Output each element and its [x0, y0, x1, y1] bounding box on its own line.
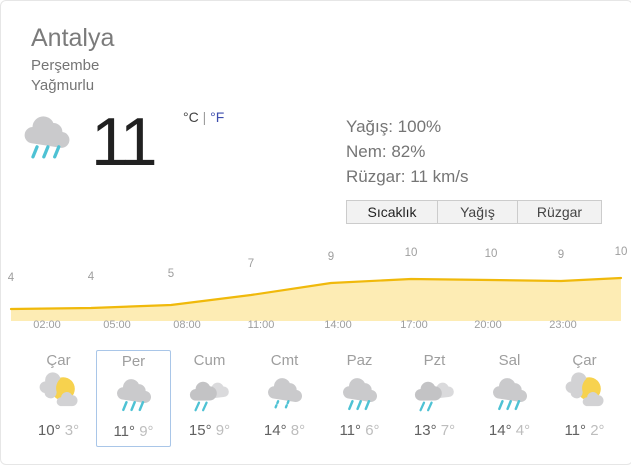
svg-text:9: 9: [328, 251, 334, 263]
svg-text:4: 4: [88, 271, 95, 283]
svg-text:10: 10: [485, 248, 498, 260]
svg-text:10: 10: [405, 247, 418, 259]
svg-text:9: 9: [558, 249, 564, 261]
svg-text:7: 7: [248, 258, 254, 270]
svg-text:10: 10: [615, 246, 628, 258]
svg-text:5: 5: [168, 268, 174, 280]
svg-text:4: 4: [8, 272, 15, 284]
